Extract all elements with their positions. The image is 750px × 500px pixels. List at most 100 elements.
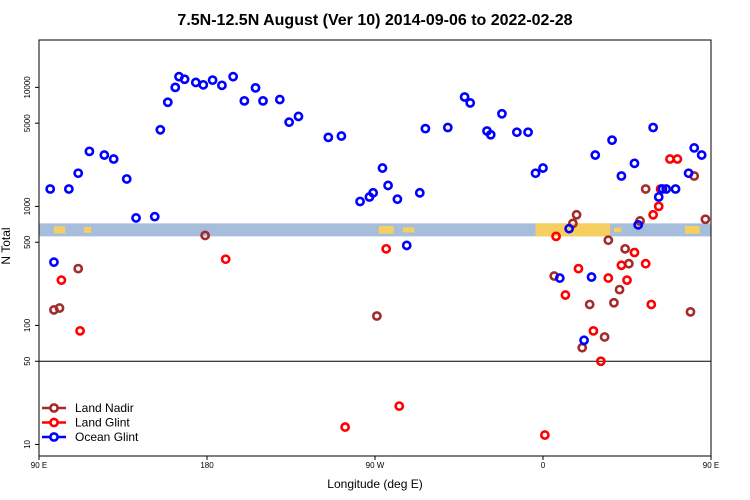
land-nadir-point xyxy=(609,297,619,308)
ocean-glint-point xyxy=(228,71,239,82)
land-glint-point xyxy=(622,275,632,286)
ocean-glint-point xyxy=(73,168,84,179)
y-tick-label: 50 xyxy=(23,356,32,365)
legend-label-land-nadir: Land Nadir xyxy=(75,401,134,415)
ocean-glint-point xyxy=(121,174,132,184)
ocean-glint-point xyxy=(459,92,470,102)
ocean-glint-point xyxy=(564,223,575,234)
land-nadir-point xyxy=(571,209,582,220)
x-tick-label: 180 xyxy=(200,461,214,470)
ocean-glint-point xyxy=(217,80,227,91)
land-glint-point xyxy=(672,154,683,164)
ocean-glint-point xyxy=(554,273,565,283)
ocean-glint-point xyxy=(696,150,707,160)
x-tick-label: 90 E xyxy=(31,461,47,470)
ocean-glint-point xyxy=(258,95,268,106)
ocean-glint-point xyxy=(616,171,627,181)
land-nadir-point xyxy=(599,332,610,342)
ocean-glint-point xyxy=(383,180,393,191)
land-patch xyxy=(83,226,92,233)
y-tick-label: 10000 xyxy=(23,76,32,99)
legend-label-land-glint: Land Glint xyxy=(75,416,130,430)
ocean-glint-point xyxy=(683,168,694,179)
legend-marker-ocean-glint xyxy=(49,432,59,442)
land-nadir-point xyxy=(200,230,211,241)
ocean-glint-point xyxy=(293,111,304,122)
y-tick-label: 1000 xyxy=(23,197,32,215)
land-nadir-point xyxy=(371,311,382,321)
ocean-glint-point xyxy=(274,94,285,105)
ocean-glint-point xyxy=(250,82,261,93)
ocean-glint-point xyxy=(653,192,664,202)
ocean-glint-point xyxy=(586,272,597,282)
ocean-glint-point xyxy=(530,168,541,179)
ocean-glint-point xyxy=(149,211,160,222)
ocean-glint-point xyxy=(207,75,218,86)
land-glint-point xyxy=(629,247,640,258)
land-patch xyxy=(53,226,66,234)
land-nadir-point xyxy=(584,299,595,310)
y-axis-label: N Total xyxy=(0,227,13,264)
land-nadir-point xyxy=(603,235,614,246)
ocean-glint-point xyxy=(323,132,334,143)
ocean-glint-point xyxy=(401,240,412,251)
land-glint-point xyxy=(560,290,571,300)
ocean-glint-point xyxy=(284,117,295,128)
plot-area: 90 E 180 90 W 0 90 E 10 50 100 500 1000 5000 10000 xyxy=(23,39,719,470)
ocean-glint-point xyxy=(49,257,59,268)
land-glint-point xyxy=(539,430,550,440)
land-glint-point xyxy=(640,258,651,269)
ocean-glint-point xyxy=(465,98,476,108)
land-glint-point xyxy=(56,275,67,286)
land-glint-point xyxy=(588,325,599,336)
land-glint-point xyxy=(603,273,614,283)
land-glint-point xyxy=(381,243,392,254)
x-tick-label: 0 xyxy=(541,461,546,470)
ocean-glint-point xyxy=(45,184,56,194)
ocean-glint-point xyxy=(670,184,681,194)
land-glint-point xyxy=(646,299,657,310)
x-tick-label: 90 E xyxy=(703,461,719,470)
ocean-glint-point xyxy=(239,95,250,106)
ocean-glint-point xyxy=(538,163,548,173)
land-glint-point xyxy=(573,263,584,274)
ocean-glint-point xyxy=(108,154,119,164)
land-glint-point xyxy=(653,201,664,212)
ocean-glint-point xyxy=(170,82,181,93)
ocean-glint-point xyxy=(392,194,403,205)
ocean-glint-point xyxy=(497,108,507,119)
ocean-glint-point xyxy=(368,187,379,198)
land-nadir-point xyxy=(620,243,631,254)
ocean-glint-point xyxy=(633,219,644,230)
ocean-glint-point xyxy=(485,129,496,140)
ocean-glint-point xyxy=(198,79,209,90)
ocean-glint-point xyxy=(511,127,522,138)
legend-marker-land-nadir xyxy=(49,403,59,413)
chart-title: 7.5N-12.5N August (Ver 10) 2014-09-06 to… xyxy=(177,12,572,29)
ocean-glint-point xyxy=(442,122,453,133)
ocean-glint-point xyxy=(179,74,190,85)
ocean-glint-point xyxy=(420,123,431,134)
land-patch xyxy=(613,227,622,233)
land-glint-point xyxy=(75,325,85,336)
land-glint-point xyxy=(595,356,606,367)
ocean-glint-point xyxy=(414,187,425,198)
ocean-glint-point xyxy=(131,213,141,223)
x-axis-label: Longitude (deg E) xyxy=(327,477,422,491)
ocean-glint-point xyxy=(84,146,95,157)
ocean-glint-point xyxy=(155,124,166,135)
ocean-glint-point xyxy=(162,97,173,108)
legend-marker-land-glint xyxy=(49,417,59,428)
ocean-glint-point xyxy=(336,131,347,141)
ocean-glint-point xyxy=(629,158,640,169)
land-nadir-point xyxy=(614,284,625,295)
ocean-glint-point xyxy=(523,127,533,138)
land-patch xyxy=(403,227,415,233)
ocean-glint-point xyxy=(607,135,617,146)
ocean-glint-point xyxy=(689,143,700,153)
ocean-glint-point xyxy=(657,184,668,194)
ocean-glint-point xyxy=(579,335,589,346)
ocean-glint-point xyxy=(590,150,601,160)
